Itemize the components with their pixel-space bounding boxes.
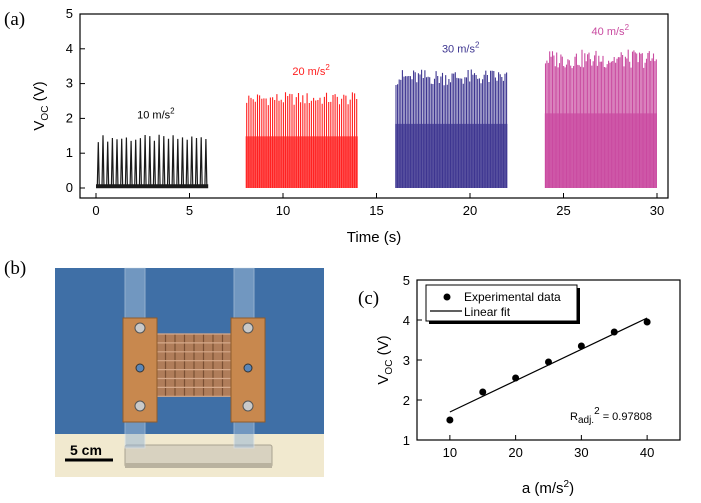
panel-label-c: (c) <box>358 288 379 309</box>
x-tick-label: 5 <box>186 203 193 218</box>
y-tick-label: 3 <box>66 76 73 91</box>
panel-label-b: (b) <box>4 258 26 279</box>
data-point <box>479 388 487 396</box>
legend-shadow <box>429 321 580 324</box>
y-tick-label: 4 <box>66 41 73 56</box>
series-band-2 <box>245 136 358 188</box>
data-point <box>577 342 585 350</box>
y-tick-label: 4 <box>403 313 410 328</box>
screw-icon <box>134 400 146 412</box>
legend-shadow <box>577 288 580 324</box>
x-tick-label: 10 <box>276 203 290 218</box>
series-band-3 <box>395 123 508 188</box>
series-label-4: 40 m/s2 <box>592 23 630 38</box>
x-tick-label: 30 <box>650 203 664 218</box>
chart-c-legend: Experimental data Linear fit <box>425 284 580 324</box>
panel-label-a: (a) <box>4 9 25 30</box>
y-tick-label: 5 <box>403 273 410 288</box>
y-tick-label: 0 <box>66 180 73 195</box>
screw-icon <box>242 400 254 412</box>
y-tick-label: 1 <box>66 145 73 160</box>
legend-points-label: Experimental data <box>464 290 561 304</box>
x-tick-label: 30 <box>574 445 588 460</box>
legend-line-label: Linear fit <box>464 305 511 319</box>
screw-icon <box>242 322 254 334</box>
x-tick-label: 0 <box>92 203 99 218</box>
voltage-acceleration-chart: 10 20 30 40 1 2 3 4 5 Experimental data Linear f… <box>375 273 681 497</box>
series-label-2: 20 m/s2 <box>292 63 330 78</box>
data-point <box>512 374 520 382</box>
data-point <box>545 358 552 366</box>
y-tick-label: 2 <box>403 393 410 408</box>
x-tick-label: 15 <box>369 203 383 218</box>
voltage-time-chart: 0 5 10 15 20 25 30 0 1 2 3 4 5 10 m/s2 20 m/s2 30 m/s2… <box>31 6 669 246</box>
x-tick-label: 25 <box>556 203 570 218</box>
x-tick-label: 40 <box>640 445 654 460</box>
chart-a-xlabel: Time (s) <box>347 229 401 246</box>
series-label-3: 30 m/s2 <box>442 40 480 55</box>
x-tick-label: 10 <box>443 445 457 460</box>
scale-bar-label: 5 cm <box>70 442 102 458</box>
base-plate-shadow <box>125 463 272 468</box>
chart-a-ylabel: VOC (V) <box>31 81 51 130</box>
device-photo: 5 cm <box>55 267 324 477</box>
screw-icon <box>243 363 253 373</box>
screw-icon <box>134 322 146 334</box>
chart-c-xlabel: a (m/s2) <box>522 479 574 497</box>
x-tick-label: 20 <box>508 445 522 460</box>
legend-point-marker <box>443 293 451 301</box>
screw-icon <box>135 363 145 373</box>
data-point <box>610 328 618 336</box>
chart-a-frame <box>79 13 669 199</box>
series-label-1: 10 m/s2 <box>137 106 175 121</box>
y-tick-label: 5 <box>66 6 73 21</box>
series-trace-1 <box>96 134 208 189</box>
y-tick-label: 2 <box>66 110 73 125</box>
x-tick-label: 20 <box>463 203 477 218</box>
data-point <box>643 318 651 326</box>
data-point <box>446 416 454 424</box>
series-band-4 <box>544 113 657 188</box>
legend-box <box>425 284 578 322</box>
y-tick-label: 3 <box>403 353 410 368</box>
chart-c-ylabel: VOC (V) <box>375 335 395 384</box>
y-tick-label: 1 <box>403 433 410 448</box>
r-squared-annotation: Radj.2 = 0.97808 <box>570 406 652 426</box>
